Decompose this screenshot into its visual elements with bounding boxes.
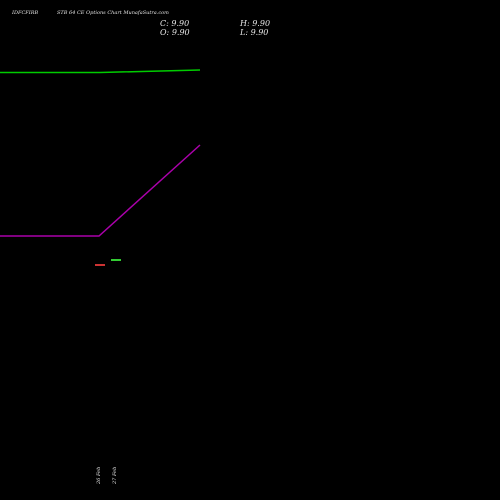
- low-readout: L: 9.90: [240, 28, 268, 37]
- low-value: 9.90: [250, 28, 269, 37]
- close-label: C:: [160, 19, 169, 28]
- candle-1: [95, 264, 105, 266]
- candle-2: [111, 259, 121, 261]
- close-readout: C: 9.90: [160, 19, 189, 28]
- series-line-1: [0, 69, 201, 74]
- open-value: 9.90: [171, 28, 190, 37]
- low-label: L:: [240, 28, 249, 37]
- symbol-label: IDFCFIRB: [12, 10, 39, 16]
- high-label: H:: [240, 19, 250, 28]
- high-value: 9.90: [252, 19, 271, 28]
- line-layer: [0, 69, 201, 237]
- candle-layer: [95, 259, 121, 266]
- x-tick-label-2: 27 Feb: [112, 467, 118, 485]
- chart-description: STB 64 CE Options Chart MunafaSutra.com: [57, 10, 169, 16]
- x-tick-label-1: 26 Feb: [96, 467, 102, 485]
- open-readout: O: 9.90: [160, 28, 190, 37]
- series-line-2: [0, 144, 201, 237]
- close-value: 9.90: [171, 19, 190, 28]
- high-readout: H: 9.90: [240, 19, 270, 28]
- open-label: O:: [160, 28, 170, 37]
